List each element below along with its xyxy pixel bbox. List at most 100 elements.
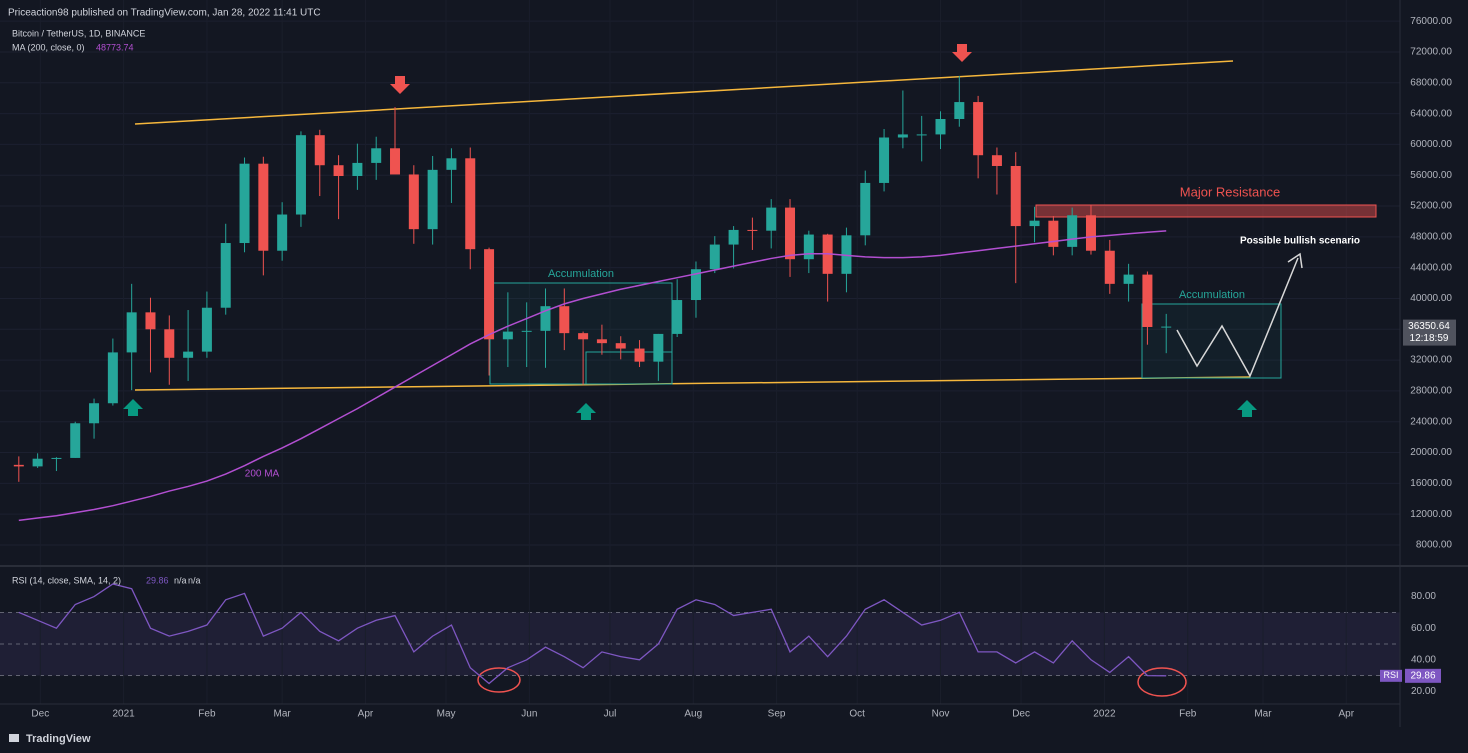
candle-body	[578, 333, 589, 340]
rsi-line	[18, 583, 1167, 685]
publish-info: Priceaction98 published on TradingView.c…	[8, 8, 321, 19]
candle-body	[973, 102, 984, 156]
rsi-value-box	[1405, 668, 1441, 683]
y-tick-label: 80.00	[1411, 591, 1436, 602]
y-tick-label: 20000.00	[1410, 447, 1452, 458]
candle-body	[785, 207, 796, 260]
candle-body	[258, 163, 269, 251]
grid	[0, 20, 1400, 676]
annotation: 200 MA	[245, 469, 280, 480]
y-tick-label: 16000.00	[1410, 478, 1452, 489]
y-tick-label: 56000.00	[1410, 170, 1452, 181]
candle-body	[1029, 220, 1040, 227]
rsi-legend-value: 29.86	[146, 575, 169, 585]
candle-body	[183, 351, 194, 358]
ma-legend-value: 48773.74	[96, 42, 134, 52]
candle-body	[277, 214, 288, 251]
x-tick-label: Dec	[31, 709, 49, 720]
candle-body	[728, 229, 739, 245]
price-tag	[1403, 319, 1456, 346]
candle-body	[991, 155, 1002, 166]
candle-body	[766, 207, 777, 231]
x-tick-label: Mar	[274, 709, 292, 720]
candle-body	[502, 331, 513, 340]
up-arrow	[123, 399, 143, 416]
candle-body	[446, 158, 457, 170]
candle-body	[51, 457, 62, 459]
candle-body	[333, 165, 344, 177]
resistance-zone	[1035, 204, 1377, 218]
candle-body	[954, 102, 965, 120]
y-tick-label: 24000.00	[1410, 416, 1452, 427]
x-tick-label: 2021	[112, 709, 135, 720]
candle-body	[559, 306, 570, 334]
x-tick-label: Sep	[768, 709, 786, 720]
candle-body	[164, 329, 175, 358]
candle-body	[747, 229, 758, 231]
candle-body	[70, 423, 81, 458]
x-tick-label: Jul	[604, 709, 617, 720]
scenario-arrowhead	[1287, 252, 1303, 269]
up-arrow	[1237, 400, 1257, 417]
candle-body	[672, 300, 683, 334]
down-arrow	[390, 76, 410, 94]
accumulation-box	[1141, 303, 1282, 379]
y-tick-label: 68000.00	[1410, 77, 1452, 88]
candle-body	[935, 119, 946, 135]
y-tick-label: 76000.00	[1410, 16, 1452, 27]
x-tick-label: Dec	[1012, 709, 1030, 720]
y-tick-label: 48000.00	[1410, 232, 1452, 243]
down-arrow	[952, 44, 972, 62]
candle-body	[860, 182, 871, 236]
candle-body	[352, 162, 363, 177]
rsi-value: 29.86	[1410, 670, 1435, 681]
candle-body	[465, 158, 476, 250]
candle-body	[634, 348, 645, 362]
candle-body	[1123, 274, 1134, 284]
accumulation-box	[585, 351, 673, 385]
y-tick-label: 8000.00	[1416, 540, 1453, 551]
footer-brand: TradingView	[26, 733, 91, 745]
footer	[0, 727, 1468, 753]
annotation: Possible bullish scenario	[1240, 236, 1360, 247]
candle-body	[1161, 326, 1172, 328]
y-tick-label: 60.00	[1411, 623, 1436, 634]
up-arrow	[576, 403, 596, 420]
y-tick-label: 52000.00	[1410, 201, 1452, 212]
ma-legend: MA (200, close, 0)	[12, 42, 85, 52]
candle-body	[653, 333, 664, 362]
candle-body	[709, 244, 720, 270]
trend-line	[134, 60, 1234, 125]
x-tick-label: Apr	[358, 709, 374, 720]
y-tick-label: 72000.00	[1410, 47, 1452, 58]
candle-body	[13, 464, 24, 467]
rsi-legend: RSI (14, close, SMA, 14, 2)	[12, 575, 121, 585]
candle-body	[916, 134, 927, 136]
candle-body	[1085, 215, 1096, 251]
candle-body	[239, 163, 250, 244]
candle-body	[521, 330, 532, 332]
rsi-legend-na: n/a	[174, 575, 187, 585]
candle-body	[803, 234, 814, 260]
y-tick-label: 40000.00	[1410, 293, 1452, 304]
candle-body	[1010, 165, 1021, 227]
y-tick-label: 60000.00	[1410, 139, 1452, 150]
y-tick-label: 32000.00	[1410, 355, 1452, 366]
x-tick-label: 2022	[1093, 709, 1116, 720]
x-tick-label: Jun	[521, 709, 537, 720]
annotation: Accumulation	[548, 268, 614, 280]
candle-body	[841, 235, 852, 274]
ma-line	[18, 230, 1167, 522]
rsi-tag: RSI	[1383, 670, 1398, 680]
candle-body	[1142, 274, 1153, 327]
y-tick-label: 64000.00	[1410, 108, 1452, 119]
logo	[9, 734, 19, 742]
y-tick-label: 28000.00	[1410, 386, 1452, 397]
trend-line	[134, 376, 1251, 391]
candle-body	[145, 312, 156, 330]
candle-body	[126, 312, 137, 353]
rsi-highlight	[477, 667, 521, 693]
candle-body	[1067, 215, 1078, 247]
price-tag-countdown: 12:18:59	[1410, 333, 1449, 344]
